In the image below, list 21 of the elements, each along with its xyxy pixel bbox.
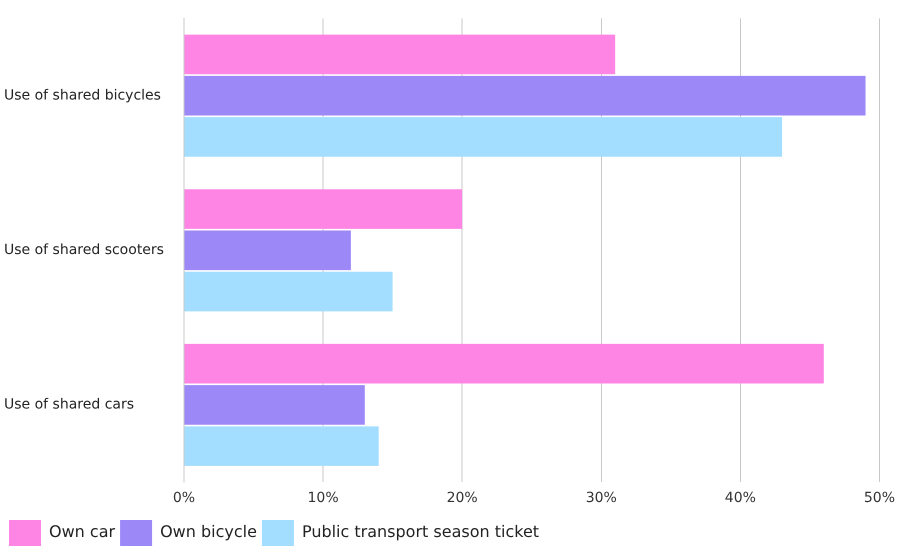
legend-label: Public transport season ticket — [302, 522, 540, 542]
x-tick-label: 30% — [586, 490, 617, 506]
legend-label: Own bicycle — [160, 522, 257, 542]
bar — [184, 344, 824, 384]
bar — [184, 230, 351, 270]
bar — [184, 76, 866, 116]
y-tick-label: Use of shared scooters — [4, 242, 164, 258]
bar — [184, 272, 393, 312]
bar — [184, 426, 379, 466]
x-tick-label: 20% — [446, 490, 478, 506]
y-tick-label: Use of shared bicycles — [4, 87, 161, 104]
x-tick-label: 50% — [864, 490, 896, 506]
x-tick-label: 10% — [308, 490, 339, 506]
bar — [184, 117, 782, 157]
bar — [184, 385, 365, 425]
bar — [184, 34, 616, 74]
x-tick-label: 40% — [724, 490, 756, 506]
y-tick-label: Use of shared cars — [4, 396, 134, 413]
x-tick-label: 0% — [172, 490, 196, 506]
bar — [184, 189, 462, 229]
legend-label: Own car — [49, 522, 116, 542]
